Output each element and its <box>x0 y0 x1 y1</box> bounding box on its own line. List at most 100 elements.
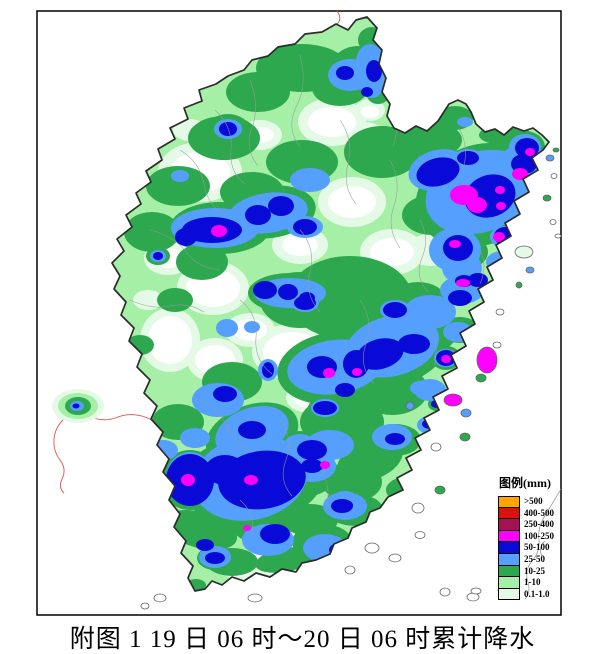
rainfall-cell <box>495 308 505 316</box>
rainfall-cell <box>213 386 237 402</box>
rainfall-cell <box>352 368 362 376</box>
legend-item: 1-10 <box>498 577 554 589</box>
rainfall-cell <box>550 173 558 179</box>
rainfall-cell <box>176 244 228 280</box>
rainfall-cell <box>525 148 535 156</box>
rainfall-cell <box>441 355 451 363</box>
rainfall-cell <box>140 602 150 610</box>
province-boundary-outline <box>111 16 550 592</box>
rainfall-cell <box>456 279 470 287</box>
legend-item: >500 <box>498 496 554 508</box>
rainfall-cell <box>364 542 380 554</box>
legend-item: 25-50 <box>498 553 554 566</box>
rainfall-cell <box>405 401 415 411</box>
rainfall-cell <box>361 106 379 118</box>
rainfall-cell <box>470 587 482 595</box>
legend-range-label: 50-100 <box>524 542 550 553</box>
legend-item: 0.1-1.0 <box>498 588 554 601</box>
rainfall-cell <box>467 197 487 213</box>
rainfall-cell <box>414 531 426 539</box>
rainfall-cell <box>290 168 330 192</box>
rainfall-cell <box>411 502 425 514</box>
rainfall-cell <box>308 107 356 137</box>
legend-range-label: 25-50 <box>524 553 545 564</box>
rainfall-cell <box>253 281 277 299</box>
rainfall-cell <box>512 168 528 180</box>
coastal-islands <box>140 147 562 610</box>
rainfall-cell <box>460 408 472 418</box>
rainfall-cell <box>492 341 502 349</box>
rainfall-cell <box>153 593 167 603</box>
rainfall-cell <box>175 228 197 246</box>
rainfall-cell <box>171 170 189 182</box>
rainfall-cell <box>260 524 290 544</box>
legend-item: 50-100 <box>498 542 554 554</box>
legend-swatch <box>498 565 520 578</box>
rainfall-cell <box>211 225 227 237</box>
legend-range-label: 100-250 <box>524 530 554 541</box>
legend-swatch <box>498 588 520 601</box>
legend-items: >500 400-500 250-400 100-250 50-100 25-50 10-2… <box>498 496 554 601</box>
rainfall-cell <box>457 117 473 127</box>
rainfall-cell <box>282 504 338 536</box>
rainfall-cell <box>495 186 505 194</box>
rainfall-cell <box>72 403 80 409</box>
rainfall-cell <box>328 186 376 218</box>
rainfall-cell <box>245 205 271 225</box>
rainfall-cell <box>278 284 298 300</box>
rainfall-cell <box>416 157 460 187</box>
rainfall-cell <box>448 290 472 306</box>
rainfall-cell <box>243 525 251 531</box>
rainfall-cell <box>244 321 260 333</box>
rainfall-cell <box>297 440 327 460</box>
rainfall-cell <box>383 302 407 318</box>
rainfall-cell <box>468 273 488 287</box>
rainfall-cell <box>514 245 534 259</box>
rainfall-cell <box>181 474 195 486</box>
rainfall-cell <box>388 553 402 563</box>
rainfall-cell <box>496 202 506 210</box>
outside-province-rainfall <box>52 389 104 423</box>
rainfall-cell <box>335 383 355 397</box>
rainfall-cell <box>124 212 180 252</box>
legend: 图例(mm) >500 400-500 250-400 100-250 50-100 25… <box>498 474 554 601</box>
rainfall-cell <box>205 455 245 485</box>
legend-swatch <box>498 530 520 543</box>
legend-item: 250-400 <box>498 519 554 531</box>
rainfall-cell <box>238 421 266 439</box>
rainfall-cell <box>385 433 405 445</box>
rainfall-cell <box>549 219 557 225</box>
rainfall-cell <box>370 238 414 266</box>
rainfall-cell <box>434 485 446 495</box>
legend-title: 图例(mm) <box>499 476 551 490</box>
rainfall-cell <box>398 334 430 354</box>
rainfall-cell <box>443 393 463 407</box>
rainfall-cell <box>320 461 330 469</box>
rainfall-cell <box>157 288 193 312</box>
rainfall-cell <box>244 475 258 485</box>
legend-range-label: >500 <box>524 496 543 506</box>
rainfall-cell <box>219 122 237 136</box>
figure-caption: 附图 1 19 日 06 时～20 日 06 时累计降水 <box>69 626 536 653</box>
legend-swatch <box>498 553 520 566</box>
rainfall-cell <box>205 552 225 564</box>
legend-item: 10-25 <box>498 565 554 578</box>
rainfall-cell <box>410 381 430 395</box>
rainfall-cell <box>361 87 373 97</box>
legend-range-label: 400-500 <box>524 507 554 518</box>
rainfall-cell <box>402 122 462 158</box>
rainfall-cell <box>344 565 356 575</box>
rainfall-cell <box>476 346 498 374</box>
rainfall-cell <box>262 362 274 378</box>
legend-item: 400-500 <box>498 507 554 520</box>
legend-swatch <box>498 519 520 531</box>
legend-range-label: 250-400 <box>524 519 554 530</box>
rainfall-cell <box>552 147 560 153</box>
rainfall-cell <box>545 154 555 162</box>
rainfall-cell <box>337 500 353 510</box>
rainfall-cell <box>180 428 210 448</box>
rainfall-cell <box>404 295 456 329</box>
rainfall-cell <box>148 316 192 364</box>
